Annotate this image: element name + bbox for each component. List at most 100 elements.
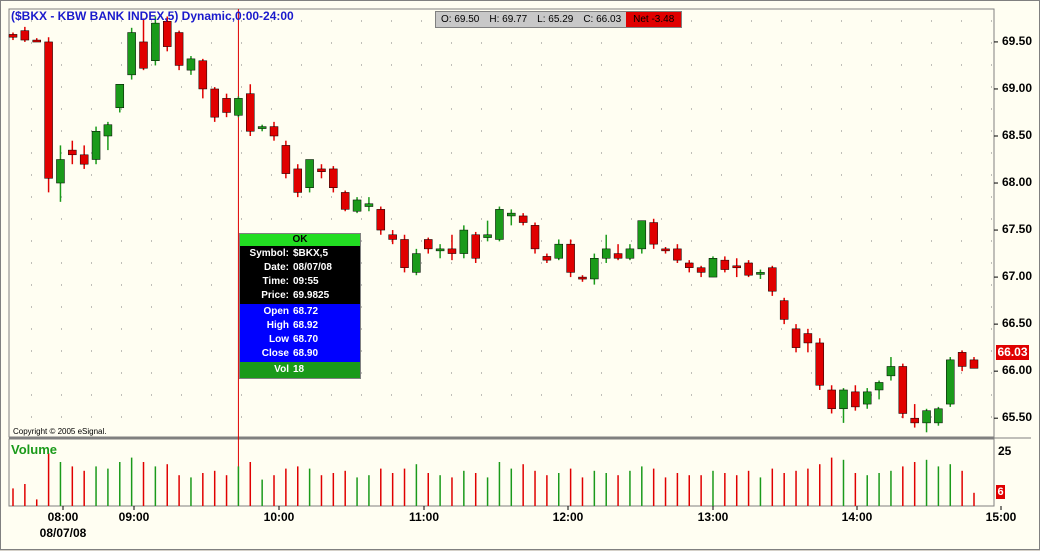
date-value: 08/07/08	[293, 262, 332, 273]
candle-body	[317, 168, 326, 172]
candle-body	[601, 248, 611, 259]
quote-low: L: 65.29	[537, 14, 574, 25]
candle-body	[495, 209, 504, 240]
candle-body	[874, 382, 884, 391]
candle-body	[364, 203, 374, 207]
candle-body	[922, 410, 931, 424]
candle-body	[732, 265, 741, 269]
time-tick-label: 11:00	[408, 510, 440, 524]
candle-body	[210, 88, 219, 118]
time-value: 09:55	[293, 276, 319, 287]
low-key: Low	[269, 334, 289, 345]
open-value: 68.72	[293, 306, 319, 317]
candle-body	[554, 243, 564, 259]
time-tick-label: 14:00	[841, 510, 873, 524]
candle-body	[590, 258, 599, 280]
time-tick-label: 10:00	[263, 510, 295, 524]
candle-body	[839, 389, 848, 410]
candle-body	[969, 359, 979, 369]
chart-title: ($BKX - KBW BANK INDEX,5) Dynamic,0:00-2…	[11, 9, 294, 23]
time-axis-date-label: 08/07/08	[39, 526, 87, 540]
close-key: Close	[261, 348, 289, 359]
price-tick-label: 65.50	[1002, 410, 1033, 425]
time-tick-label: 09:00	[118, 510, 150, 524]
candle-body	[56, 159, 65, 184]
candle-body	[756, 272, 765, 275]
candle-body	[518, 215, 528, 223]
price-key: Price:	[261, 290, 289, 301]
candle-body	[246, 93, 255, 132]
price-tick-label: 68.00	[1002, 175, 1033, 190]
price-tick-label: 66.00	[1002, 363, 1033, 378]
candle-body	[696, 267, 706, 273]
price-tick-label: 69.00	[1002, 80, 1033, 95]
vol-key: Vol	[274, 364, 289, 375]
candle-body	[127, 32, 136, 76]
candle-body	[471, 234, 480, 259]
ok-button[interactable]: OK	[240, 234, 360, 246]
time-tick-label: 08:00	[47, 510, 79, 524]
price-tick-label: 67.50	[1002, 222, 1033, 237]
candle-body	[32, 39, 41, 43]
time-tick-label: 15:00	[985, 510, 1017, 524]
candle-body	[708, 258, 718, 278]
high-key: High	[266, 320, 289, 331]
candle-body	[68, 149, 77, 156]
candle-body	[542, 256, 552, 261]
candle-body	[412, 253, 421, 273]
symbol-value: $BKX,5	[293, 248, 329, 259]
candle-body	[281, 145, 291, 174]
price-tick-label: 67.00	[1002, 269, 1033, 284]
candle-body	[886, 366, 896, 377]
candle-body	[507, 212, 516, 217]
candle-body	[435, 248, 445, 252]
quote-open: O: 69.50	[441, 14, 480, 25]
candle-body	[957, 352, 967, 367]
price-tick-label: 68.50	[1002, 127, 1033, 142]
candle-body	[637, 220, 647, 250]
price-pane-border	[8, 8, 995, 438]
candle-body	[340, 192, 350, 210]
candle-body	[162, 20, 172, 47]
volume-pane-border	[8, 438, 995, 507]
candle-body	[257, 126, 267, 129]
candle-body	[649, 222, 658, 245]
candle-body	[222, 98, 231, 113]
high-value: 68.92	[293, 320, 319, 331]
low-value: 68.70	[293, 334, 319, 345]
time-tick-label: 13:00	[697, 510, 729, 524]
candle-body	[803, 333, 813, 344]
price-value: 69.9825	[293, 290, 330, 301]
candle-body	[376, 209, 386, 231]
candle-body	[423, 239, 433, 250]
candle-body	[305, 159, 314, 188]
candle-body	[862, 391, 872, 405]
date-key: Date:	[263, 262, 289, 273]
candle-body	[269, 126, 279, 137]
candle-body	[79, 154, 89, 165]
candle-body	[827, 389, 836, 410]
candle-body	[744, 262, 753, 276]
quote-net: Net -3.48	[626, 12, 682, 27]
candle-body	[400, 239, 409, 268]
cursor-data-window[interactable]: OK Symbol: $BKX,5 Date: 08/07/08 Time: 09:5…	[239, 233, 361, 379]
vol-value: 18	[293, 364, 305, 375]
last-volume-marker: 6	[996, 485, 1005, 499]
candle-body	[447, 248, 457, 254]
volume-pane-label: Volume	[11, 442, 57, 457]
symbol-key: Symbol:	[249, 248, 289, 259]
candle-body	[910, 417, 919, 424]
candle-body	[768, 267, 777, 292]
candle-body	[115, 84, 125, 109]
candle-body	[661, 248, 670, 252]
copyright-text: Copyright © 2005 eSignal.	[13, 427, 107, 436]
candle-body	[44, 41, 53, 179]
candle-body	[388, 234, 397, 240]
candle-body	[815, 342, 825, 386]
candle-body	[720, 259, 730, 270]
candle-body	[483, 234, 492, 238]
candle-body	[139, 41, 148, 69]
price-tick-label: 66.50	[1002, 316, 1033, 331]
